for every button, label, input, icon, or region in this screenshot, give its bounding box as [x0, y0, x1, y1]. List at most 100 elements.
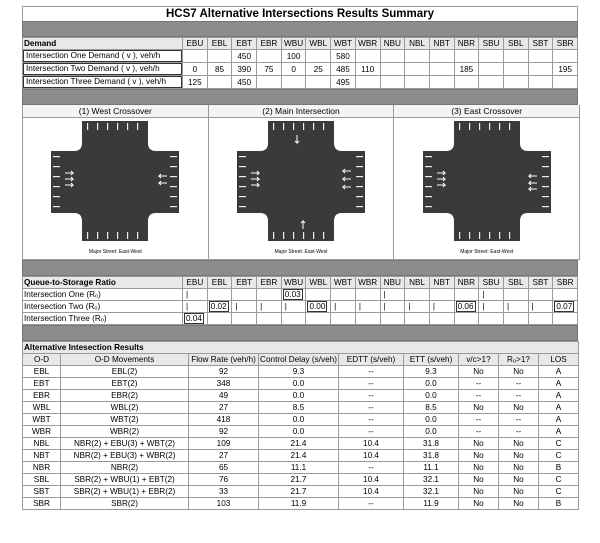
- movement-header-ebr: EBR: [256, 276, 282, 289]
- results-row: EBL EBL(2) 92 9.3 -- 9.3 No No A: [22, 365, 580, 378]
- movement-header-nbl: NBL: [404, 276, 430, 289]
- demand-label-text: Intersection One Demand ( v ), veh/h: [23, 50, 182, 62]
- diagram-main-intersection: (2) Main Intersection Major Street: East…: [208, 105, 395, 259]
- results-cell: A: [537, 377, 580, 390]
- queue-ratio-marker: |: [284, 302, 287, 311]
- demand-value: 390: [231, 62, 258, 76]
- queue-ratio-marker: |: [186, 302, 189, 311]
- demand-value: [256, 75, 282, 89]
- results-cell: A: [537, 401, 580, 414]
- results-cell: 76: [188, 473, 259, 486]
- results-cell: 92: [188, 425, 259, 438]
- queue-ratio-marker: |: [358, 302, 361, 311]
- movement-header-sbu: SBU: [478, 37, 504, 50]
- results-cell: 21.7: [258, 473, 339, 486]
- queue-cell: [527, 288, 554, 301]
- demand-value: [552, 75, 578, 89]
- demand-value: 450: [231, 49, 258, 63]
- results-cell: EBR: [22, 389, 61, 402]
- demand-value: [305, 49, 332, 63]
- demand-row-label: Intersection Three Demand ( v ), veh/h: [22, 75, 183, 89]
- demand-value: [428, 62, 455, 76]
- queue-row: Intersection Two (Rₒ) | 0.02 | | | 0.00 | | | | | 0.…: [22, 300, 578, 313]
- results-cell: 10.4: [338, 449, 404, 462]
- queue-cell: [428, 312, 455, 325]
- demand-value: [379, 62, 406, 76]
- results-header: Alternative Intesection Results: [21, 341, 580, 354]
- results-cell: No: [498, 449, 539, 462]
- queue-ratio-value: 0.00: [307, 301, 328, 312]
- demand-value: 110: [354, 62, 381, 76]
- queue-ratio-value: 0.06: [455, 301, 476, 312]
- demand-value: [256, 49, 282, 63]
- results-cell: SBR(2): [60, 497, 189, 510]
- results-cell: 10.4: [338, 437, 404, 450]
- results-cell: 11.9: [258, 497, 339, 510]
- demand-value: 75: [256, 62, 282, 76]
- results-row: SBL SBR(2) + WBU(1) + EBT(2) 76 21.7 10.4 32.…: [22, 473, 580, 486]
- results-cell: 11.1: [403, 461, 459, 474]
- results-cell: No: [498, 485, 539, 498]
- queue-ratio-value: 0.02: [208, 301, 229, 312]
- road-ns: [82, 121, 149, 241]
- queue-ratio-marker: |: [235, 302, 238, 311]
- queue-cell: [256, 288, 282, 301]
- results-cell: SBT: [22, 485, 61, 498]
- results-table: Alternative Intesection Results O-D O-D M…: [21, 341, 580, 510]
- results-cell: A: [537, 425, 580, 438]
- queue-cell: [206, 312, 233, 325]
- results-cell: --: [458, 389, 499, 402]
- demand-value: 450: [231, 75, 258, 89]
- queue-ratio-marker: |: [506, 302, 510, 311]
- demand-value: [182, 49, 208, 63]
- intersection-graphic: [51, 121, 180, 241]
- results-cell: C: [537, 485, 580, 498]
- results-cell: --: [458, 413, 499, 426]
- results-cell: No: [458, 473, 499, 486]
- results-cell: 103: [188, 497, 259, 510]
- movement-header-ebt: EBT: [231, 276, 258, 289]
- results-cell: No: [498, 401, 539, 414]
- results-cell: --: [338, 365, 404, 378]
- results-row: NBT NBR(2) + EBU(3) + WBR(2) 27 21.4 10.4 31.…: [22, 449, 580, 462]
- movement-header-wbl: WBL: [305, 37, 332, 50]
- demand-value: [502, 75, 529, 89]
- results-cell: No: [458, 497, 499, 510]
- results-row: NBR NBR(2) 65 11.1 -- 11.1 No No B: [22, 461, 580, 474]
- results-cell: B: [537, 497, 580, 510]
- results-cell: EBL(2): [60, 365, 189, 378]
- results-cell: NBT: [22, 449, 61, 462]
- queue-cell: 0.00: [305, 300, 332, 313]
- queue-cell: |: [428, 300, 455, 313]
- queue-cell: [453, 288, 480, 301]
- movement-header-wbt: WBT: [330, 276, 356, 289]
- demand-value: [305, 75, 332, 89]
- results-cell: --: [338, 497, 404, 510]
- demand-value: [552, 49, 578, 63]
- results-column-header: O-D: [22, 353, 61, 366]
- results-row: WBR WBR(2) 92 0.0 -- 0.0 -- -- A: [22, 425, 580, 438]
- results-cell: --: [458, 377, 499, 390]
- demand-value: [478, 75, 504, 89]
- demand-value: [527, 75, 554, 89]
- queue-cell: [330, 312, 356, 325]
- diagram-east-crossover: (3) East Crossover Major Street: East-We…: [394, 105, 580, 259]
- movement-header-ebu: EBU: [182, 276, 208, 289]
- queue-cell: [305, 312, 332, 325]
- queue-cell: [231, 288, 258, 301]
- results-cell: NBR(2): [60, 461, 189, 474]
- queue-cell: [502, 312, 529, 325]
- results-cell: 21.7: [258, 485, 339, 498]
- results-cell: No: [458, 437, 499, 450]
- results-column-header: Control Delay (s/veh): [258, 353, 339, 366]
- diagram-caption: Major Street: East-West: [460, 249, 514, 255]
- demand-value: [280, 75, 307, 89]
- queue-ratio-marker: |: [334, 302, 337, 311]
- demand-value: 580: [330, 49, 356, 63]
- movement-header-sbt: SBT: [527, 276, 554, 289]
- movement-header-sbt: SBT: [527, 37, 554, 50]
- results-cell: C: [537, 473, 580, 486]
- queue-cell: |: [256, 300, 282, 313]
- demand-table: Demand EBU EBL EBT EBR WBU WBL WBT WBR NBU NBL NBT…: [22, 37, 578, 89]
- results-cell: WBR: [22, 425, 61, 438]
